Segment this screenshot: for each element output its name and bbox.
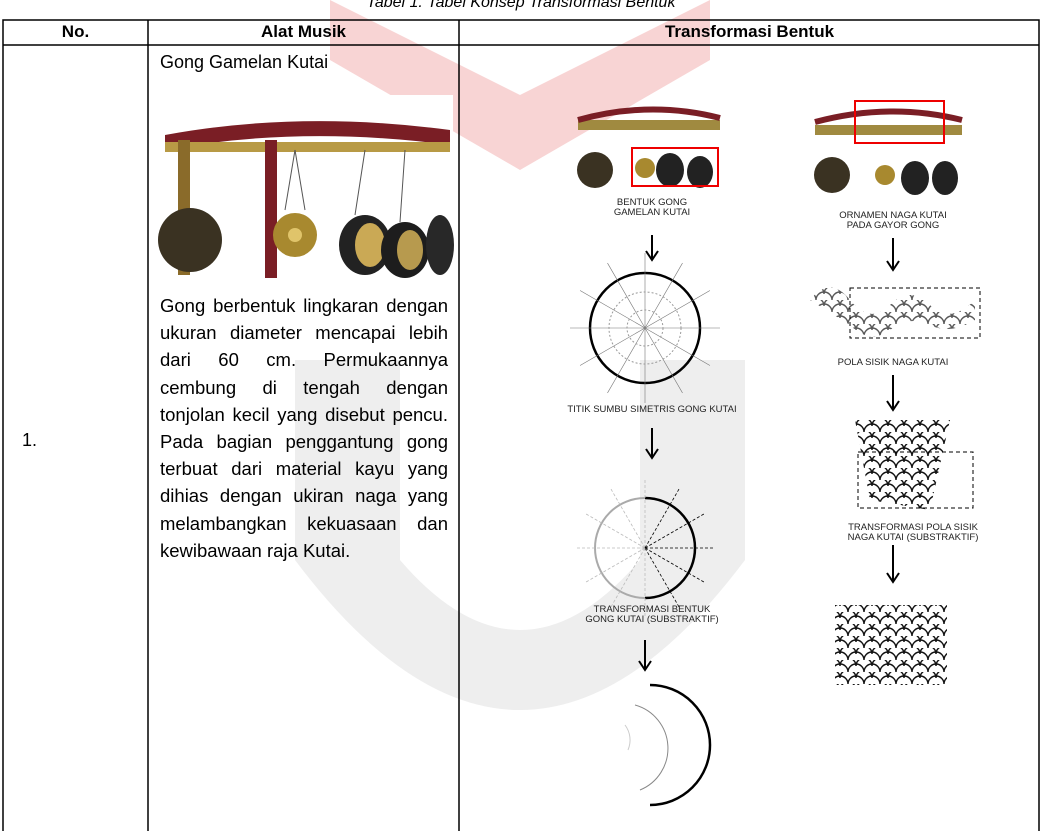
axis-line — [644, 513, 705, 549]
diagram-label: GONG KUTAI (SUBSTRAKTIF) — [585, 614, 718, 625]
inner-circle — [608, 291, 682, 365]
diagram-label: GAMELAN KUTAI — [614, 207, 690, 218]
axis-line — [644, 327, 683, 394]
axis-line — [607, 262, 646, 329]
diagram-label: POLA SISIK NAGA KUTAI — [838, 357, 949, 368]
symmetry-diagrams — [570, 253, 720, 616]
scale-pattern — [835, 420, 974, 685]
axis-line — [585, 513, 646, 549]
axis-line — [644, 290, 711, 329]
diagram-photo-1 — [577, 106, 721, 188]
axis-line — [644, 488, 680, 549]
diagram-label: TRANSFORMASI BENTUK — [594, 604, 711, 615]
axis-line — [644, 547, 680, 608]
header-cell: No. — [61, 22, 90, 41]
arc-diagram — [624, 683, 712, 807]
axis-line — [585, 547, 646, 583]
watermark-gray — [295, 360, 745, 710]
axis-line — [644, 262, 683, 329]
axis-line — [610, 547, 646, 608]
table-borders — [2, 19, 1040, 831]
dragon-pattern — [810, 287, 981, 339]
axis-line — [607, 327, 646, 394]
axis-line — [644, 547, 705, 583]
diagram-label: PADA GAYOR GONG — [847, 220, 940, 231]
diagram-label: NAGA KUTAI (SUBSTRAKTIF) — [848, 532, 979, 543]
caption: Tabel 1. Tabel Konsep Transformasi Bentu… — [366, 0, 676, 11]
diagram-photo-2 — [814, 100, 963, 195]
diagram-label: TRANSFORMASI POLA SISIK — [848, 522, 979, 533]
axis-line — [579, 327, 646, 366]
header-cell: Transformasi Bentuk — [664, 22, 835, 41]
diagram-label: BENTUK GONG — [617, 197, 687, 208]
watermark-red — [330, 0, 710, 170]
description: Gong berbentuk lingkaran dengan ukuran d… — [160, 295, 448, 561]
inner-circle — [626, 309, 664, 347]
axis-line — [579, 290, 646, 329]
row-number: 1. — [22, 430, 38, 450]
header-cell: Alat Musik — [260, 22, 347, 41]
diagram-label: ORNAMEN NAGA KUTAI — [839, 210, 947, 221]
axis-line — [644, 327, 711, 366]
arrows — [638, 235, 900, 672]
diagram-label: TITIK SUMBU SIMETRIS GONG KUTAI — [567, 404, 736, 415]
axis-line — [610, 488, 646, 549]
instrument-name: Gong Gamelan Kutai — [160, 52, 329, 72]
gong-photo — [158, 95, 454, 280]
